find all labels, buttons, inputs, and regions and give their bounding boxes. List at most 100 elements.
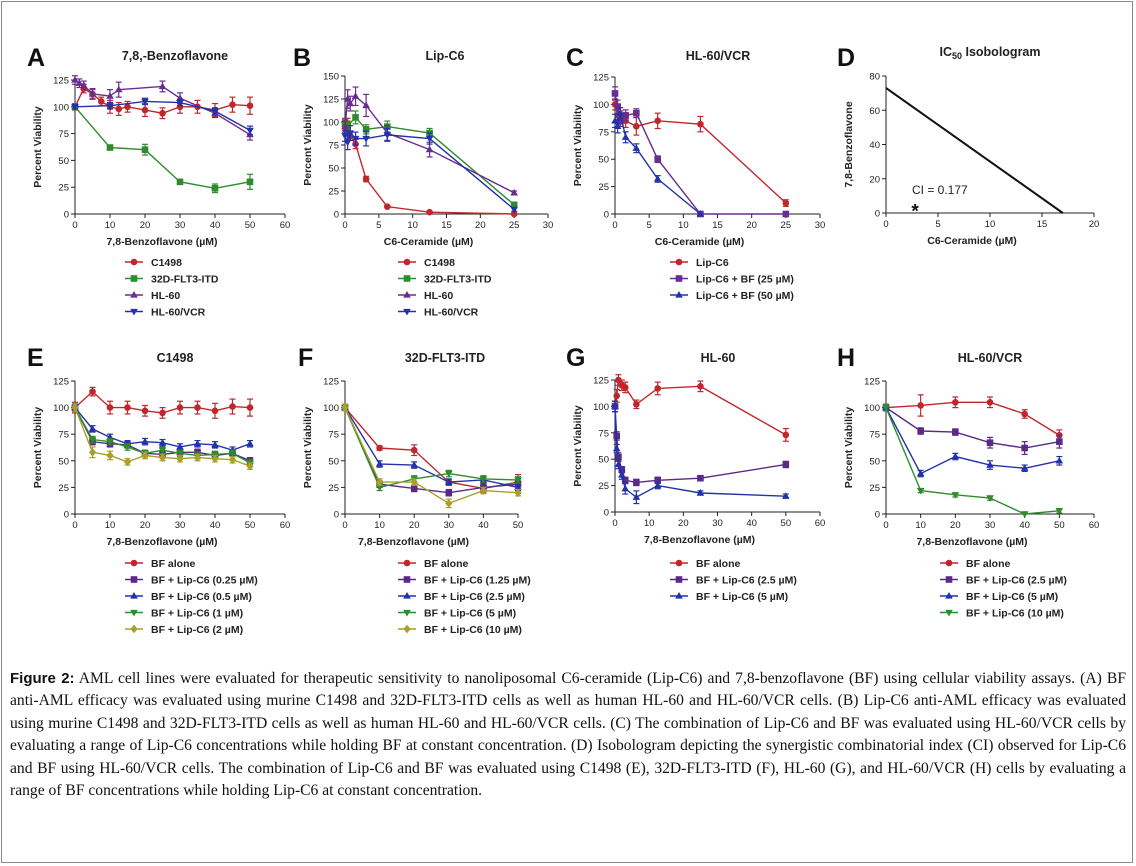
y-tick-label: 75 (328, 141, 339, 152)
data-point (246, 404, 254, 411)
y-tick-label: 100 (593, 100, 609, 111)
x-axis-label: 7,8-Benzoflavone (µM) (644, 534, 755, 546)
series-3 (882, 403, 1064, 478)
caption-text: AML cell lines were evaluated for therap… (10, 670, 1126, 800)
legend-marker (403, 291, 411, 298)
series-5 (71, 402, 254, 471)
series-4 (341, 125, 518, 214)
data-point (246, 439, 254, 447)
data-point (246, 102, 254, 110)
series-line (344, 407, 519, 494)
x-tick-label: 20 (746, 220, 757, 231)
legend-marker (403, 559, 411, 567)
data-point (514, 488, 522, 498)
legend-marker (403, 258, 411, 266)
x-tick-label: 0 (72, 220, 77, 231)
y-tick-label: 25 (328, 187, 339, 198)
data-point (141, 146, 149, 153)
legend: Lip-C6 Lip-C6 + BF (25 µM) Lip-C6 + BF (50… (670, 257, 794, 302)
data-point (246, 178, 254, 186)
data-point (621, 133, 630, 140)
y-tick-label: 100 (593, 402, 609, 413)
y-tick-label: 75 (58, 129, 69, 140)
panel-f: F 32D-FLT3-ITD 0 10 20 30 40 50 0 25 50 75 100 125 7,8… (298, 344, 531, 636)
legend-marker (403, 576, 411, 583)
x-tick-label: 0 (612, 518, 617, 529)
x-tick-label: 0 (342, 220, 347, 231)
data-point (159, 409, 166, 417)
data-point (697, 474, 704, 482)
legend-marker (675, 592, 683, 599)
data-point (654, 385, 662, 392)
panel-letter: C (566, 44, 584, 72)
data-point (410, 461, 418, 468)
series-line (885, 407, 1060, 515)
x-tick-label: 10 (644, 518, 655, 529)
data-point (621, 477, 629, 484)
y-tick-label: 40 (869, 140, 880, 151)
data-point (882, 404, 890, 412)
legend-label: BF alone (424, 558, 468, 570)
data-point (352, 114, 359, 121)
data-point (106, 439, 114, 446)
legend-label: BF + Lip-C6 (0.5 µM) (151, 591, 252, 603)
x-tick-label: 20 (140, 520, 151, 531)
x-tick-label: 10 (678, 220, 689, 231)
y-axis-label: Percent Viability (572, 405, 584, 487)
legend: BF alone BF + Lip-C6 (0.25 µM) BF + Lip-C6… (125, 558, 258, 636)
x-tick-label: 10 (985, 219, 996, 230)
data-point (782, 461, 790, 468)
x-tick-label: 10 (915, 520, 926, 531)
x-tick-label: 20 (678, 518, 689, 529)
data-point (510, 206, 518, 214)
legend-marker (675, 275, 683, 282)
series-line (344, 407, 519, 489)
x-tick-label: 30 (444, 520, 455, 531)
data-point (633, 123, 640, 130)
legend-marker (945, 576, 953, 583)
legend-marker (945, 609, 953, 617)
y-tick-label: 125 (323, 95, 339, 106)
x-tick-label: 30 (543, 220, 554, 231)
legend: BF alone BF + Lip-C6 (2.5 µM) BF + Lip-C6 … (670, 558, 797, 603)
data-point (141, 98, 149, 106)
data-point (782, 210, 790, 218)
data-point (88, 436, 97, 444)
data-point (633, 109, 640, 117)
x-tick-label: 50 (1054, 520, 1065, 531)
data-point (176, 99, 184, 107)
data-point (916, 469, 925, 477)
ci-annotation: CI = 0.177 (912, 183, 968, 197)
data-point (654, 155, 662, 163)
legend-marker (130, 609, 138, 617)
data-point (211, 407, 219, 415)
data-point (410, 446, 418, 454)
y-tick-label: 25 (598, 481, 609, 492)
data-point (952, 428, 959, 436)
data-point (479, 476, 488, 483)
legend-marker (403, 308, 411, 316)
data-point (654, 117, 662, 125)
series-line (344, 407, 519, 489)
data-point (479, 486, 488, 495)
data-point (176, 450, 184, 458)
y-tick-label: 125 (593, 73, 609, 84)
data-point (211, 184, 219, 192)
y-tick-label: 0 (604, 508, 609, 519)
data-point (617, 117, 624, 125)
data-point (696, 489, 705, 496)
data-point (375, 460, 384, 467)
data-point (375, 484, 384, 492)
series-3 (71, 75, 254, 141)
y-tick-label: 100 (53, 403, 69, 414)
data-point (176, 404, 184, 411)
data-point (158, 453, 167, 462)
y-tick-label: 0 (64, 510, 69, 521)
data-point (1020, 464, 1029, 471)
data-point (341, 403, 349, 412)
legend-label: HL-60/VCR (151, 307, 206, 319)
y-tick-label: 25 (328, 483, 339, 494)
panel-d: D IC50 Isobologram 0 5 10 15 20 0 20 40 60 80 C6-Cer… (837, 44, 1099, 247)
data-point (654, 477, 662, 484)
data-point (228, 455, 237, 465)
